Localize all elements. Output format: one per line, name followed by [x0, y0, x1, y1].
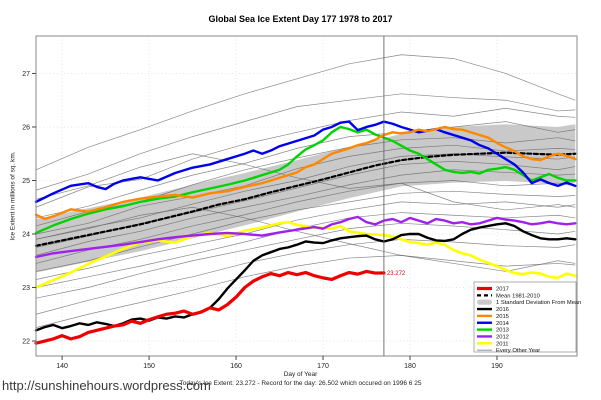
other-year-line: [35, 153, 576, 211]
x-tick-label: 140: [56, 363, 68, 370]
plot-border: [35, 35, 578, 357]
y-tick-label: 24: [22, 231, 30, 238]
series-2013-line: [34, 125, 577, 235]
other-year-line: [35, 238, 576, 315]
other-year-line: [35, 212, 576, 288]
x-tick-label: 160: [230, 363, 242, 370]
other-year-line: [35, 54, 576, 171]
x-axis-label: Day of Year: [283, 371, 318, 378]
other-year-line: [35, 121, 576, 219]
y-tick-label: 27: [22, 71, 30, 78]
other-year-line: [35, 255, 576, 328]
x-tick-label: 150: [143, 363, 155, 370]
std-deviation-band: [36, 124, 576, 273]
chart-title: Global Sea Ice Extent Day 177 1978 to 20…: [208, 14, 393, 24]
other-year-line: [35, 153, 576, 240]
x-tick-label: 170: [317, 363, 329, 370]
other-year-line: [35, 206, 576, 272]
legend-item-2017-label: 2017: [496, 287, 509, 293]
x-tick-label: 180: [404, 363, 416, 370]
other-year-line: [35, 201, 576, 280]
watermark-url: http://sunshinehours.wordpress.com: [2, 378, 211, 393]
legend-item-mean-1981-2010-label: Mean 1981-2010: [496, 293, 540, 299]
legend-item-1-standard-deviation-from-mean-label: 1 Standard Deviation From Mean: [496, 300, 581, 306]
x-tick-label: 190: [491, 363, 503, 370]
y-tick-label: 22: [22, 339, 30, 346]
legend-item-2013-label: 2013: [496, 328, 509, 334]
other-year-line: [35, 222, 576, 299]
series-2014-line: [34, 120, 577, 204]
legend-item-every-other-year-label: Every Other Year: [496, 348, 540, 354]
series-2015-line: [34, 125, 577, 221]
today-value-label: 23.272: [387, 271, 406, 277]
legend-item-2012-label: 2012: [496, 334, 509, 340]
other-year-line: [35, 180, 576, 264]
y-tick-label: 23: [22, 285, 30, 292]
y-tick-label: 26: [22, 124, 30, 131]
series-2017-line: [34, 269, 386, 345]
legend-item-2014-label: 2014: [496, 321, 510, 327]
series-2012-line: [34, 215, 577, 259]
other-year-line: [35, 190, 576, 272]
other-year-line: [35, 169, 576, 256]
other-year-line: [35, 107, 576, 208]
other-year-line: [35, 93, 576, 191]
legend-item-2011-label: 2011: [496, 341, 508, 347]
chart-caption: Today's Ice Extent: 23.272 - Record for …: [179, 380, 422, 387]
legend-item-1-standard-deviation-from-mean-swatch: [477, 299, 492, 305]
series-mean-1981-2010-line: [34, 151, 577, 247]
y-tick-label: 25: [22, 178, 30, 185]
other-years-group: [35, 54, 576, 328]
legend-item-2016-label: 2016: [496, 307, 509, 313]
axis-ticks: 140 150 160 170 180 190 22 23 24 25 26 27: [22, 71, 503, 370]
legend-item-2015-label: 2015: [496, 314, 509, 320]
